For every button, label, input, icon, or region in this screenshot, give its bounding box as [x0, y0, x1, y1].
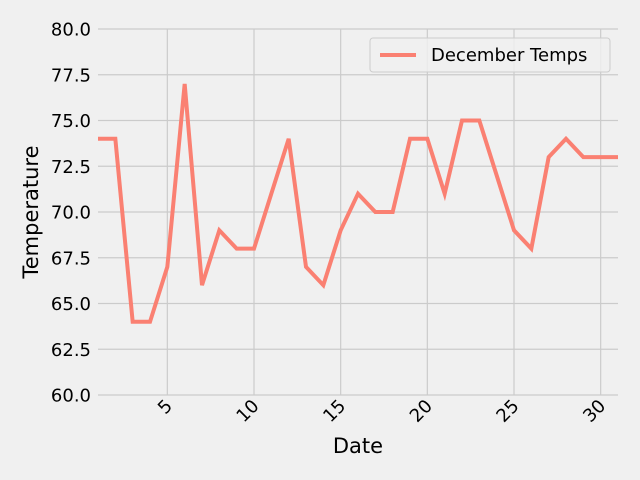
- legend-box: [369, 37, 611, 73]
- y-tick-label: 67.5: [51, 248, 91, 269]
- y-tick-label: 60.0: [51, 386, 91, 407]
- legend-entry-label: December Temps: [431, 45, 587, 66]
- y-tick-label: 72.5: [51, 157, 91, 178]
- grid-lines: [98, 28, 618, 396]
- y-tick-label: 80.0: [51, 20, 91, 41]
- y-tick-label: 70.0: [51, 203, 91, 224]
- series-line: [98, 83, 618, 324]
- series-lines: [98, 83, 618, 324]
- y-tick-label: 75.0: [51, 111, 91, 132]
- x-axis-label: Date: [333, 434, 383, 458]
- y-axis-label: Temperature: [19, 145, 43, 279]
- y-tick-label: 77.5: [51, 65, 91, 86]
- y-tick-label: 65.0: [51, 294, 91, 315]
- legend: December Temps: [369, 37, 611, 73]
- y-tick-label: 62.5: [51, 340, 91, 361]
- y-tick-labels: 60.0 62.5 65.0 67.5 70.0 72.5 75.0 77.5 80.0: [51, 20, 91, 407]
